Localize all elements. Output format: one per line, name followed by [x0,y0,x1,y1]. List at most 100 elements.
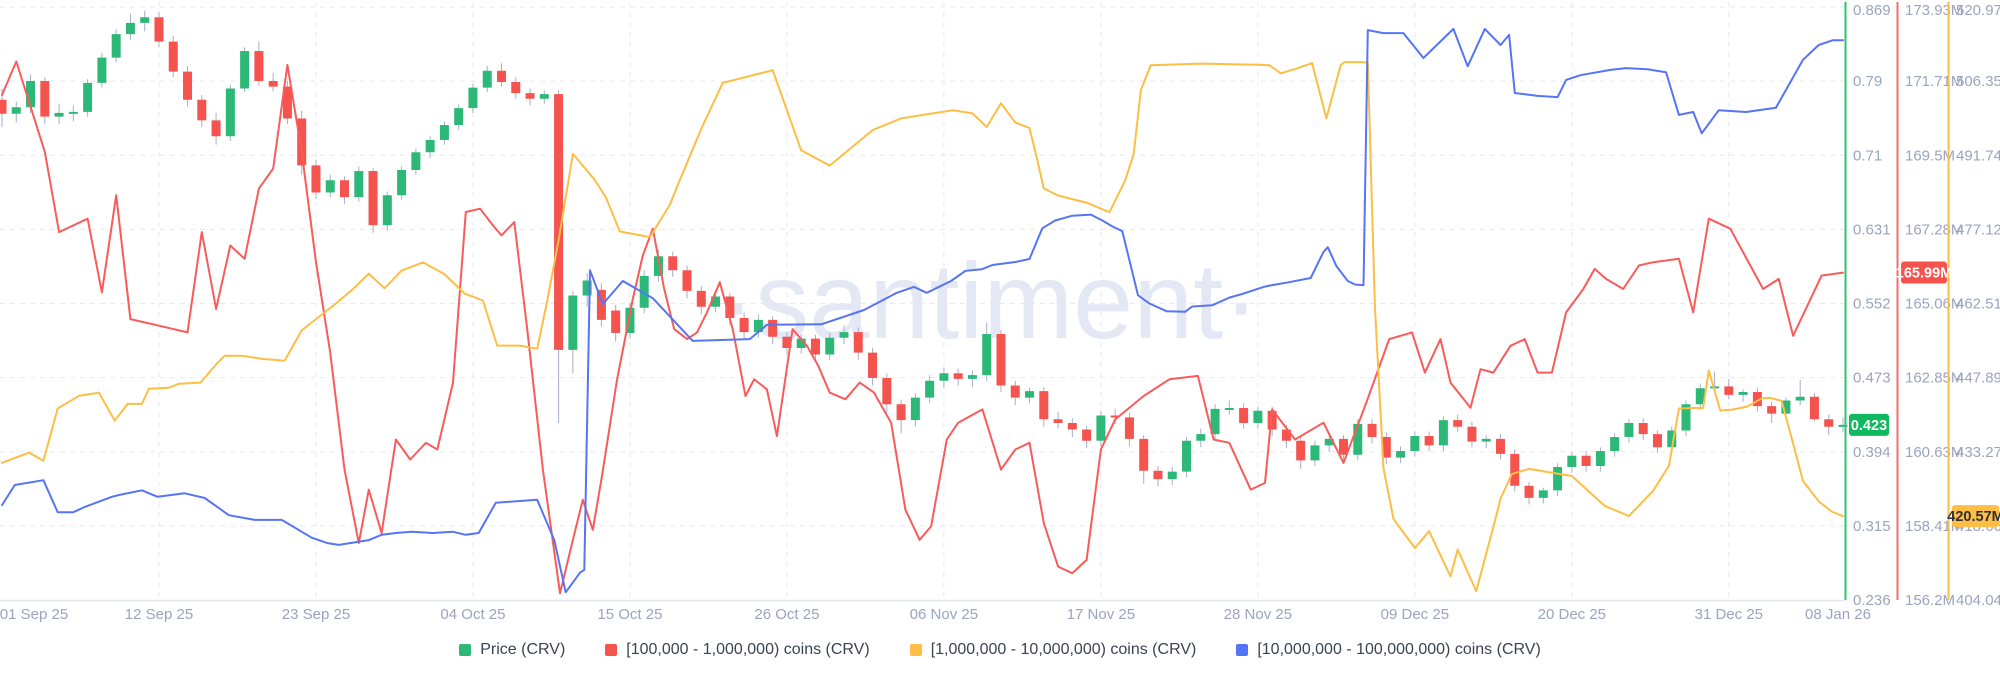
legend-item-0[interactable]: Price (CRV) [459,641,565,659]
candle-body [0,99,7,114]
supply-1m-10m-line [1,61,1844,593]
yellow-axis-tick-label: 491.74M [1956,147,2000,164]
date-tick-label: 28 Nov 25 [1224,606,1292,623]
legend-swatch-icon [909,644,922,656]
legend-item-1[interactable]: [100,000 - 1,000,000) coins (CRV) [605,641,870,659]
candle-body [939,373,949,381]
date-tick-label: 20 Dec 25 [1538,606,1606,623]
candle-body [853,332,863,353]
candle-body [1124,417,1134,439]
candle-body [97,57,107,83]
candle-body [1767,406,1777,414]
candle-body [1424,436,1434,446]
candle-body [1495,438,1505,454]
candle-body [1809,396,1819,420]
candle-body [1396,451,1406,458]
date-tick-label: 17 Nov 25 [1067,606,1135,623]
candle-body [1053,419,1063,423]
candle-body [554,94,564,350]
legend-swatch-icon [605,644,618,656]
price-axis-tick-label: 0.869 [1853,2,1891,19]
candle-body [896,404,906,421]
candle-body [240,51,250,89]
yellow-axis-tick-label: 433.27M [1956,444,2000,461]
red-axis-tick-label: 167.28M [1905,221,1963,238]
candle-body [1096,415,1106,441]
candle-body [154,17,164,42]
candle-body [739,318,749,333]
price-axis-tick-label: 0.71 [1853,147,1882,164]
candle-body [1467,426,1477,442]
date-tick-label: 31 Dec 25 [1695,606,1763,623]
price-axis-current-value: 0.423 [1851,418,1887,434]
candle-body [1510,453,1520,486]
candle-body [1795,396,1805,401]
candle-body [354,170,364,198]
yellow-axis-current-badge [1952,505,1999,528]
candle-body [882,377,892,405]
candle-body [1167,471,1177,480]
candle-body [611,310,621,334]
red-axis-tick-label: 162.85M [1905,370,1963,387]
candle-body [397,170,407,196]
candle-body [1224,407,1234,410]
candle-body [40,81,50,117]
yellow-axis-tick-label: 447.89M [1956,370,2000,387]
date-tick-label: 23 Sep 25 [282,606,350,623]
candle-body [1153,470,1163,480]
candle-body [768,319,778,337]
yellow-axis-tick-label: 506.35M [1956,73,2000,90]
price-axis-tick-label: 0.552 [1853,296,1891,313]
price-axis-tick-label: 0.79 [1853,73,1882,90]
legend-item-2[interactable]: [1,000,000 - 10,000,000) coins (CRV) [909,641,1197,659]
candle-body [325,180,335,193]
candle-body [868,352,878,378]
candle-body [1010,385,1020,398]
candle-body [1695,388,1705,405]
candle-body [183,71,193,100]
candle-body [1025,391,1035,398]
red-axis-tick-label: 171.71M [1905,73,1963,90]
price-axis-current-badge [1849,413,1889,436]
date-tick-label: 01 Sep 25 [0,606,68,623]
legend-item-3[interactable]: [10,000,000 - 100,000,000) coins (CRV) [1236,641,1541,659]
candle-body [953,373,963,379]
supply-100k-1m-line [1,60,1844,595]
red-axis-tick-label: 173.93M [1905,2,1963,19]
candle-body [1381,436,1391,458]
candle-body [1567,455,1577,467]
candle-body [839,332,849,338]
price-axis-tick-label: 0.315 [1853,518,1891,535]
legend-swatch-icon [1236,644,1249,656]
candle-body [1210,408,1220,435]
candle-body [411,152,421,171]
candle-body [1339,438,1349,455]
candle-body [1553,466,1563,491]
candle-body [1182,440,1192,472]
candle-body [668,256,678,271]
red-axis-tick-label: 169.5M [1905,147,1955,164]
candle-body [125,22,135,35]
candle-body [439,125,449,141]
candle-body [1624,422,1634,437]
candle-body [1652,434,1662,448]
candle-body [825,337,835,355]
candle-body [1296,440,1306,461]
date-tick-label: 26 Oct 25 [754,606,819,623]
candle-body [1196,434,1206,441]
candle-body [482,70,492,88]
candle-body [268,81,278,87]
red-axis-current-value: 165.99M [1896,266,1952,282]
candle-body [511,81,521,94]
candle-body [1610,436,1620,452]
candle-body [1139,438,1149,471]
legend-label: [100,000 - 1,000,000) coins (CRV) [626,641,870,658]
candle-body [197,99,207,121]
candle-body [925,380,935,398]
legend-label: [1,000,000 - 10,000,000) coins (CRV) [930,641,1197,658]
date-tick-label: 06 Nov 25 [910,606,978,623]
candle-body [782,336,792,348]
candle-body [1724,386,1734,395]
price-axis-tick-label: 0.473 [1853,370,1891,387]
